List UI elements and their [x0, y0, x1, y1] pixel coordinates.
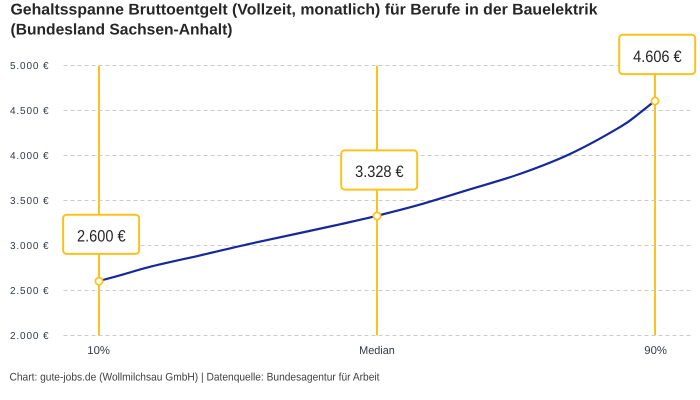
svg-text:Gehaltsspanne Bruttoentgelt (V: Gehaltsspanne Bruttoentgelt (Vollzeit, m… [11, 2, 598, 19]
svg-text:2.600 €: 2.600 € [77, 228, 126, 246]
svg-text:4.606 €: 4.606 € [633, 48, 682, 66]
svg-text:3.000 €: 3.000 € [10, 241, 49, 252]
svg-text:4.000 €: 4.000 € [10, 151, 49, 162]
svg-text:Chart: gute-jobs.de (Wollmilch: Chart: gute-jobs.de (Wollmilchsau GmbH) … [10, 371, 380, 383]
svg-text:(Bundesland Sachsen-Anhalt): (Bundesland Sachsen-Anhalt) [11, 21, 233, 38]
svg-text:10%: 10% [87, 345, 110, 357]
svg-text:Median: Median [359, 345, 395, 357]
svg-text:3.328 €: 3.328 € [355, 163, 404, 181]
svg-text:2.500 €: 2.500 € [10, 286, 49, 297]
svg-text:4.500 €: 4.500 € [10, 106, 49, 117]
svg-text:5.000 €: 5.000 € [10, 61, 49, 72]
svg-text:2.000 €: 2.000 € [10, 331, 49, 342]
svg-text:3.500 €: 3.500 € [10, 196, 49, 207]
svg-text:90%: 90% [644, 345, 667, 357]
